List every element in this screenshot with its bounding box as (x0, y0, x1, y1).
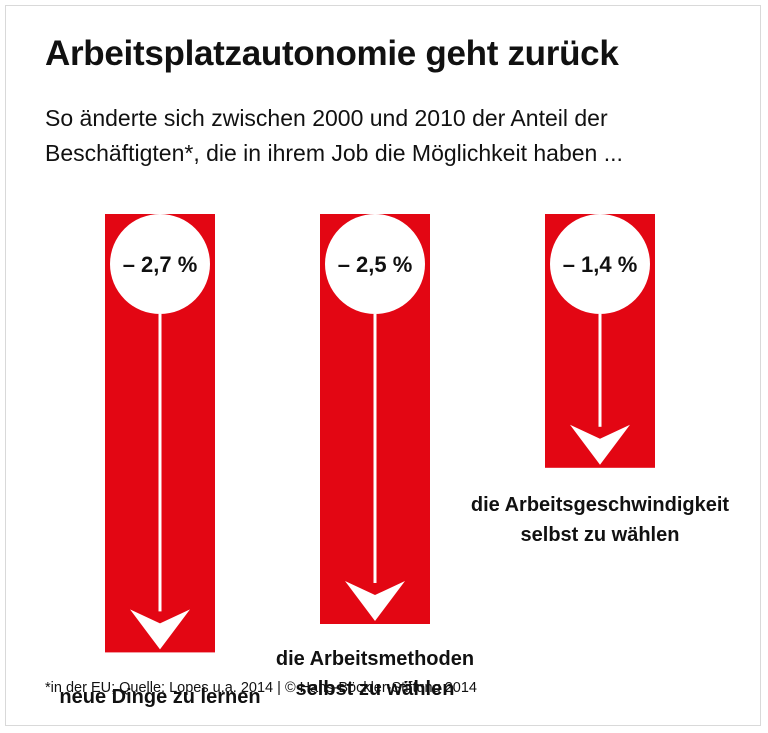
subtitle-line-2: Beschäftigten*, die in ihrem Job die Mög… (45, 140, 623, 166)
category-label-3: die Arbeitsgeschwindigkeit selbst zu wähl… (450, 490, 750, 550)
data-label-1: – 2,7 % (123, 252, 198, 277)
category-label-2-line-2: selbst zu wählen (295, 678, 455, 700)
arrow-head-1 (130, 609, 190, 650)
category-label-1: neue Dinge zu lernen (10, 682, 310, 712)
category-label-2: die Arbeitsmethoden selbst zu wählen (225, 644, 525, 704)
arrow-head-3 (570, 424, 630, 465)
value-circle-1 (110, 214, 210, 314)
chart-title: Arbeitsplatzautonomie geht zurück (45, 34, 619, 73)
data-label-2: – 2,5 % (338, 252, 413, 277)
arrow-shaft-3 (598, 314, 602, 427)
subtitle-line-1: So änderte sich zwischen 2000 und 2010 d… (45, 105, 608, 131)
source-footnote: *in der EU; Quelle: Lopes u.a. 2014 | © … (45, 680, 477, 696)
arrow-shaft-1 (158, 314, 162, 612)
value-circle-2 (325, 214, 425, 314)
chart-subtitle: So änderte sich zwischen 2000 und 2010 d… (45, 101, 745, 171)
chart-frame (5, 5, 761, 726)
category-label-3-line-2: selbst zu wählen (520, 523, 680, 546)
arrow-head-2 (345, 581, 405, 621)
category-label-1-line-1: neue Dinge zu lernen (59, 686, 261, 709)
arrow-shaft-2 (373, 314, 377, 583)
category-label-3-line-1: die Arbeitsgeschwindigkeit (470, 493, 730, 516)
category-label-2-line-1: die Arbeitsmethoden (275, 648, 475, 670)
data-label-3: – 1,4 % (563, 252, 638, 277)
value-circle-3 (550, 214, 650, 314)
